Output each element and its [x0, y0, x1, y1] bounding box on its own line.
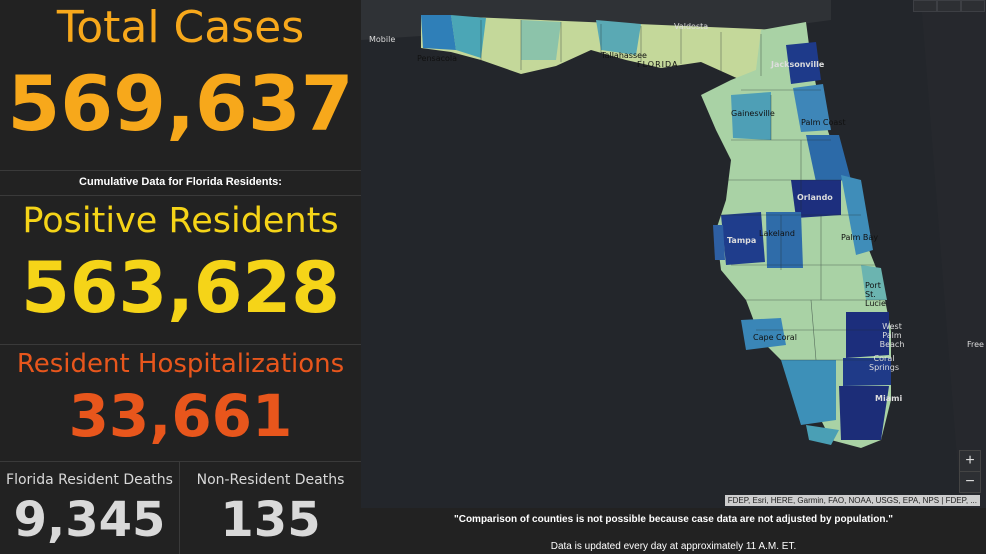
city-palm-coast: Palm Coast [801, 118, 846, 127]
hospitalizations-title: Resident Hospitalizations [16, 349, 345, 379]
cumulative-note: Cumulative Data for Florida Residents: [79, 176, 282, 188]
positive-residents-panel: Positive Residents 563,628 [0, 196, 361, 345]
county-duval[interactable] [786, 42, 821, 84]
county-alachua[interactable] [731, 92, 771, 140]
positive-residents-title: Positive Residents [22, 201, 339, 241]
city-mobile: Mobile [369, 35, 396, 44]
city-west-palm-beach: West Palm Beach [879, 322, 905, 349]
east-land [921, 0, 986, 508]
map-footer: "Comparison of counties is not possible … [361, 508, 986, 554]
city-tampa: Tampa [727, 236, 757, 245]
total-cases-panel: Total Cases 569,637 [0, 0, 361, 171]
county-stjohns[interactable] [793, 84, 831, 132]
zoom-out-button[interactable]: − [959, 471, 981, 493]
city-free: Free [967, 340, 984, 349]
county-monroe[interactable] [806, 425, 839, 445]
county-leon[interactable] [596, 20, 641, 55]
county-stlucie[interactable] [861, 265, 887, 300]
nonresident-deaths-panel: Non-Resident Deaths 135 [180, 462, 361, 554]
county-map[interactable]: Mobile Valdosta Pensacola Tallahassee FL… [361, 0, 986, 508]
basemap-button[interactable] [961, 0, 985, 12]
fl-deaths-value: 9,345 [13, 492, 166, 548]
city-orlando: Orlando [797, 193, 833, 202]
fl-deaths-panel: Florida Resident Deaths 9,345 [0, 462, 180, 554]
zoom-in-button[interactable]: + [959, 450, 981, 472]
florida-map-svg[interactable] [361, 0, 986, 508]
total-cases-value: 569,637 [7, 59, 354, 148]
hospitalizations-panel: Resident Hospitalizations 33,661 [0, 345, 361, 462]
county-broward[interactable] [843, 358, 891, 386]
city-lakeland: Lakeland [759, 229, 795, 238]
county-volusia[interactable] [806, 135, 851, 182]
county-lee[interactable] [741, 318, 786, 350]
city-pensacola: Pensacola [417, 54, 458, 63]
city-tallahassee: Tallahassee [601, 51, 647, 60]
county-miami-dade[interactable] [839, 386, 889, 440]
fl-deaths-title: Florida Resident Deaths [6, 472, 173, 488]
stats-sidebar: Total Cases 569,637 Cumulative Data for … [0, 0, 361, 554]
city-palm-bay: Palm Bay [841, 233, 879, 242]
county-okaloosa[interactable] [451, 15, 486, 58]
update-note: Data is updated every day at approximate… [550, 541, 797, 552]
county-polk[interactable] [766, 212, 803, 268]
total-cases-title: Total Cases [56, 2, 305, 53]
county-escambia[interactable] [421, 15, 456, 50]
city-miami: Miami [875, 394, 903, 403]
city-jacksonville: Jacksonville [771, 60, 825, 69]
county-orange[interactable] [791, 180, 841, 218]
map-attribution: FDEP, Esri, HERE, Garmin, FAO, NOAA, USG… [724, 495, 980, 506]
hospitalizations-value: 33,661 [68, 382, 293, 450]
nonresident-deaths-title: Non-Resident Deaths [196, 472, 345, 488]
county-collier[interactable] [781, 360, 836, 425]
city-coral-springs: Coral Springs [869, 354, 899, 372]
city-cape-coral: Cape Coral [753, 333, 797, 342]
legend-button[interactable] [937, 0, 961, 12]
disclaimer-text: "Comparison of counties is not possible … [453, 514, 893, 525]
home-button[interactable] [913, 0, 937, 12]
positive-residents-value: 563,628 [21, 247, 340, 329]
county-borders [480, 20, 891, 361]
cumulative-note-panel: Cumulative Data for Florida Residents: [0, 171, 361, 196]
city-gainesville: Gainesville [731, 109, 775, 118]
county-north-1[interactable] [521, 20, 561, 60]
county-palm-beach[interactable] [846, 312, 889, 358]
county-pinellas[interactable] [713, 225, 725, 260]
county-hillsborough[interactable] [721, 212, 765, 265]
nonresident-deaths-value: 135 [220, 492, 321, 548]
city-florida: FLORIDA [637, 60, 679, 69]
city-port-st-lucie: Port St. Lucie [865, 281, 886, 308]
city-valdosta: Valdosta [674, 22, 709, 31]
